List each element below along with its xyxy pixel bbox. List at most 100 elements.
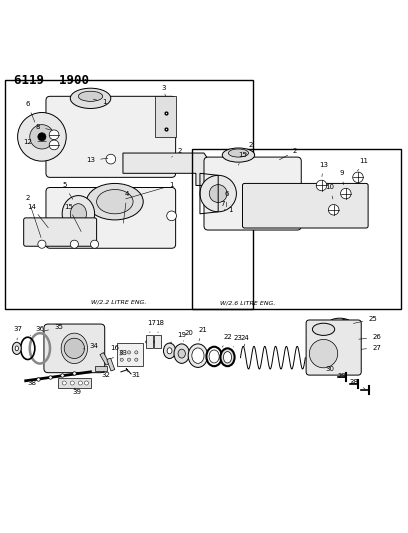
Text: 10: 10: [325, 184, 334, 199]
Text: 29: 29: [338, 373, 354, 383]
Bar: [107, 358, 115, 371]
Ellipse shape: [154, 340, 161, 344]
Text: 15: 15: [64, 204, 81, 232]
Circle shape: [84, 381, 89, 385]
Text: 2: 2: [246, 142, 253, 155]
Text: 28: 28: [349, 379, 365, 389]
Ellipse shape: [12, 342, 21, 354]
Circle shape: [316, 180, 327, 191]
Ellipse shape: [78, 91, 103, 101]
Polygon shape: [123, 153, 212, 185]
Text: 17: 17: [147, 320, 156, 333]
Text: 38: 38: [28, 380, 37, 386]
Text: 19: 19: [170, 333, 186, 343]
FancyBboxPatch shape: [204, 157, 301, 230]
Circle shape: [353, 172, 363, 183]
FancyBboxPatch shape: [46, 96, 175, 177]
Text: 32: 32: [102, 372, 111, 378]
Text: 1: 1: [93, 99, 107, 106]
Circle shape: [120, 358, 123, 361]
Bar: [154, 335, 161, 349]
Circle shape: [70, 240, 78, 248]
Ellipse shape: [174, 344, 189, 364]
Ellipse shape: [313, 323, 335, 335]
Text: 2: 2: [172, 148, 182, 157]
Circle shape: [200, 175, 236, 212]
Ellipse shape: [224, 352, 232, 363]
Circle shape: [209, 184, 227, 203]
Text: 9: 9: [339, 171, 344, 185]
Text: 14: 14: [27, 204, 48, 228]
Ellipse shape: [164, 343, 175, 359]
Text: 22: 22: [222, 334, 232, 347]
FancyBboxPatch shape: [306, 320, 361, 375]
Text: 24: 24: [240, 335, 249, 346]
Ellipse shape: [15, 346, 18, 351]
Bar: [342, 319, 348, 323]
Circle shape: [106, 154, 115, 164]
Ellipse shape: [220, 349, 235, 366]
Bar: [95, 366, 107, 370]
Circle shape: [341, 188, 351, 199]
Ellipse shape: [70, 88, 111, 108]
Circle shape: [62, 381, 66, 385]
Ellipse shape: [188, 344, 208, 367]
Text: 2: 2: [279, 148, 297, 160]
Circle shape: [30, 125, 54, 149]
Text: 16: 16: [110, 344, 121, 356]
Text: 34: 34: [83, 343, 99, 349]
Circle shape: [49, 140, 59, 150]
Circle shape: [18, 112, 66, 161]
Ellipse shape: [228, 149, 248, 157]
Ellipse shape: [70, 204, 86, 224]
Circle shape: [78, 381, 82, 385]
Circle shape: [64, 338, 84, 359]
Text: 8: 8: [35, 124, 51, 130]
Bar: [155, 96, 175, 137]
Bar: [117, 343, 143, 366]
Bar: [100, 353, 109, 365]
Ellipse shape: [167, 348, 172, 354]
Circle shape: [49, 130, 59, 140]
Circle shape: [38, 133, 46, 141]
FancyBboxPatch shape: [24, 218, 97, 246]
Circle shape: [167, 211, 176, 221]
Ellipse shape: [222, 148, 255, 162]
FancyBboxPatch shape: [242, 183, 368, 228]
Text: 13: 13: [319, 162, 328, 176]
Text: 23: 23: [233, 335, 242, 347]
Text: 39: 39: [72, 388, 81, 395]
Text: 37: 37: [13, 326, 22, 340]
Text: 21: 21: [199, 327, 208, 341]
Text: 4: 4: [123, 191, 129, 223]
Bar: [58, 378, 91, 388]
Text: 2: 2: [26, 195, 41, 238]
Circle shape: [70, 381, 74, 385]
Text: 36: 36: [30, 326, 45, 336]
Bar: [5, 80, 253, 309]
Ellipse shape: [328, 318, 351, 328]
Circle shape: [38, 240, 46, 248]
Text: 31: 31: [127, 371, 141, 378]
Bar: [146, 335, 153, 349]
Text: W/2.2 LITRE ENG.: W/2.2 LITRE ENG.: [91, 300, 146, 305]
Text: 18: 18: [155, 320, 164, 333]
FancyBboxPatch shape: [46, 188, 175, 248]
Text: 15: 15: [238, 152, 247, 165]
Text: 6: 6: [224, 191, 228, 207]
Circle shape: [135, 351, 138, 354]
Text: 12: 12: [23, 139, 47, 144]
Circle shape: [309, 340, 338, 368]
Ellipse shape: [192, 348, 204, 364]
Circle shape: [127, 351, 131, 354]
Circle shape: [91, 240, 99, 248]
Ellipse shape: [206, 347, 222, 366]
Text: 26: 26: [359, 334, 381, 341]
Text: 1: 1: [126, 182, 174, 199]
Text: 7: 7: [216, 201, 224, 212]
Text: 35: 35: [42, 324, 63, 332]
Ellipse shape: [62, 196, 95, 232]
Circle shape: [328, 205, 339, 215]
Ellipse shape: [209, 350, 219, 363]
Ellipse shape: [178, 349, 185, 358]
